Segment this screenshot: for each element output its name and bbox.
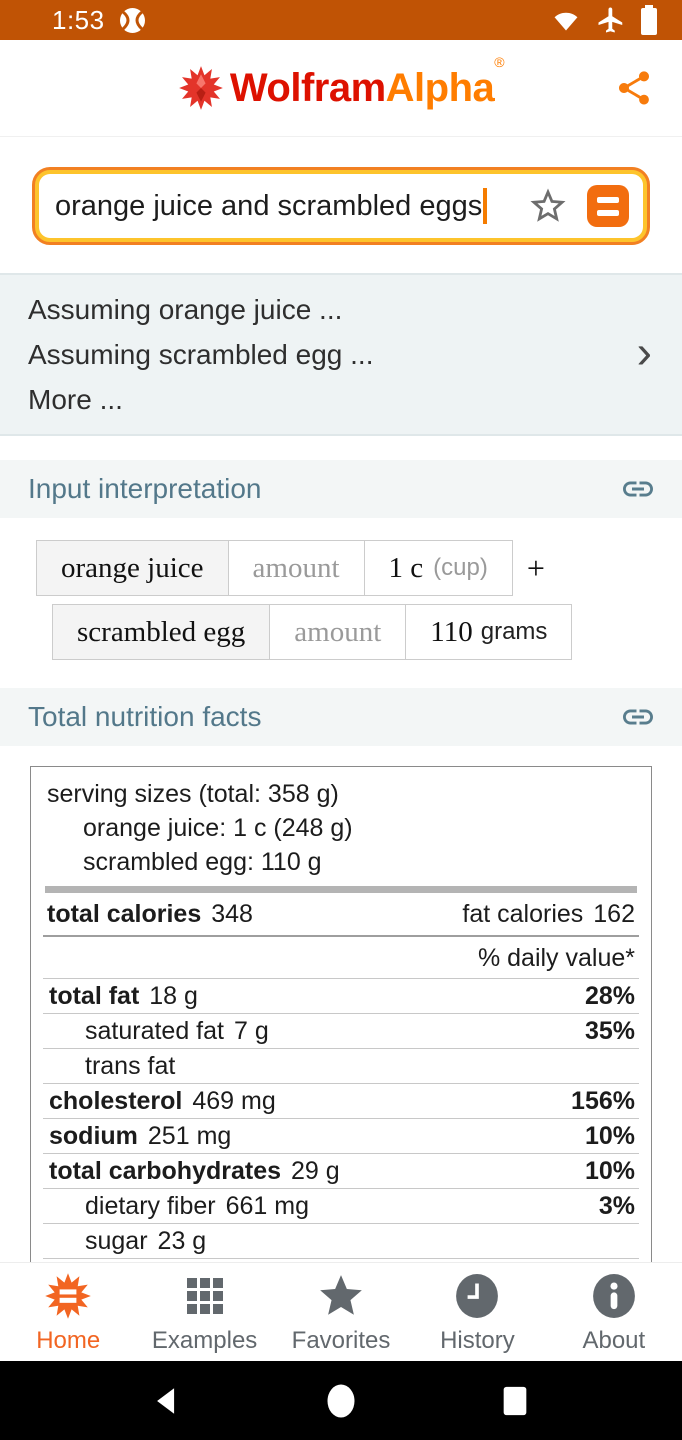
assumptions-panel: Assuming orange juice ... Assuming scram…: [0, 273, 682, 436]
logo-text: WolframAlpha®: [229, 54, 505, 111]
tab-home[interactable]: Home: [0, 1263, 136, 1361]
table-row-total-carbohydrates: total carbohydrates 29 g 10%: [43, 1154, 639, 1189]
logo-wolfram: Wolfram: [229, 65, 386, 110]
home-button-icon[interactable]: [323, 1381, 359, 1421]
value-text: 110: [430, 615, 473, 648]
amount-cell[interactable]: amount: [227, 540, 365, 596]
spikey-logo-icon: [179, 66, 223, 110]
value-cell[interactable]: 110 grams: [405, 604, 573, 660]
wolfram-spikey-icon: [44, 1271, 92, 1321]
tab-examples[interactable]: Examples: [136, 1263, 272, 1361]
fat-calories: fat calories 162: [462, 900, 635, 929]
back-button-icon[interactable]: [150, 1383, 184, 1419]
table-row-sodium: sodium 251 mg 10%: [43, 1119, 639, 1154]
wolframalpha-logo: WolframAlpha®: [178, 54, 505, 111]
spacer: [0, 436, 682, 460]
table-row-saturated-fat: saturated fat 7 g 35%: [43, 1014, 639, 1049]
equals-bar: [597, 196, 619, 203]
text-cursor: [483, 188, 488, 224]
table-row-trans-fat: trans fat: [43, 1049, 639, 1084]
unit-note: (cup): [433, 554, 488, 581]
fat-calories-label: fat calories: [462, 899, 584, 928]
airplane-icon: [598, 7, 623, 33]
daily-value-note: % daily value*: [43, 937, 639, 979]
info-icon: [591, 1271, 637, 1321]
tab-about[interactable]: About: [546, 1263, 682, 1361]
tab-label: Examples: [151, 1327, 258, 1354]
section-header-nutrition: Total nutrition facts: [0, 688, 682, 746]
input-interpretation-pod: orange juice amount 1 c (cup) + scramble…: [0, 518, 682, 688]
chevron-right-icon[interactable]: ›: [636, 324, 652, 377]
logo-registered-mark: ®: [494, 53, 505, 70]
wifi-icon: [554, 12, 578, 31]
serving-line-scrambled-egg: scrambled egg: 110 g: [83, 848, 322, 876]
equals-bar: [597, 209, 619, 216]
clock-icon: [454, 1271, 500, 1321]
interp-row-scrambled-egg: scrambled egg amount 110 grams: [52, 604, 682, 660]
status-bar: 1:53: [0, 0, 682, 40]
favorite-star-icon[interactable]: [527, 185, 569, 227]
table-row-dietary-fiber: dietary fiber 661 mg 3%: [43, 1189, 639, 1224]
assumption-orange-juice[interactable]: Assuming orange juice ...: [28, 294, 343, 325]
battery-icon: [641, 5, 657, 35]
section-title: Input interpretation: [28, 473, 262, 504]
serving-sizes-title: serving sizes (total: 358 g): [47, 780, 339, 808]
amount-cell[interactable]: amount: [269, 604, 407, 660]
serving-line-orange-juice: orange juice: 1 c (248 g): [83, 814, 353, 842]
link-icon[interactable]: [620, 699, 656, 735]
link-icon[interactable]: [620, 471, 656, 507]
total-calories-label: total calories: [47, 899, 202, 928]
status-time: 1:53: [52, 4, 105, 35]
assumption-more[interactable]: More ...: [28, 384, 123, 415]
tab-history[interactable]: History: [409, 1263, 545, 1361]
unit-text: grams: [480, 618, 548, 645]
total-calories-value: 348: [211, 899, 253, 928]
recents-button-icon[interactable]: [498, 1382, 532, 1420]
assumption-scrambled-egg[interactable]: Assuming scrambled egg ...: [28, 339, 374, 370]
grid-icon: [183, 1271, 227, 1321]
interp-row-orange-juice: orange juice amount 1 c (cup) +: [36, 540, 682, 596]
notification-ball-icon: [119, 7, 145, 33]
search-input[interactable]: orange juice and scrambled eggs: [39, 174, 643, 238]
tab-label: Favorites: [291, 1327, 391, 1354]
search-section: orange juice and scrambled eggs: [0, 137, 682, 273]
calories-row: total calories 348 fat calories 162: [43, 893, 639, 937]
tab-label: History: [440, 1327, 515, 1354]
compute-button[interactable]: [587, 185, 629, 227]
share-icon[interactable]: [614, 68, 654, 108]
entity-cell[interactable]: orange juice: [36, 540, 229, 596]
android-navigation-bar: [0, 1361, 682, 1440]
nutrition-facts-table: serving sizes (total: 358 g) orange juic…: [30, 766, 652, 1335]
table-row-sugar: sugar 23 g: [43, 1224, 639, 1259]
status-icons: [550, 5, 658, 35]
value-cell[interactable]: 1 c (cup): [363, 540, 513, 596]
logo-alpha: Alpha: [385, 65, 495, 110]
tab-label: About: [582, 1327, 646, 1354]
tab-favorites[interactable]: Favorites: [273, 1263, 409, 1361]
search-query-text: orange juice and scrambled eggs: [55, 189, 483, 222]
plus-operator: +: [526, 549, 545, 586]
app-header: WolframAlpha®: [0, 40, 682, 137]
tab-label: Home: [36, 1327, 101, 1354]
section-header-input-interpretation: Input interpretation: [0, 460, 682, 518]
section-title: Total nutrition facts: [28, 701, 262, 732]
table-row-cholesterol: cholesterol 469 mg 156%: [43, 1084, 639, 1119]
entity-cell[interactable]: scrambled egg: [52, 604, 271, 660]
value-text: 1 c: [388, 551, 424, 584]
search-field-border: orange juice and scrambled eggs: [32, 167, 650, 245]
star-icon: [316, 1271, 366, 1321]
thick-divider: [45, 886, 637, 893]
table-row-total-fat: total fat 18 g 28%: [43, 979, 639, 1014]
fat-calories-value: 162: [593, 899, 635, 928]
bottom-navigation: Home Examples Favorites: [0, 1262, 682, 1361]
